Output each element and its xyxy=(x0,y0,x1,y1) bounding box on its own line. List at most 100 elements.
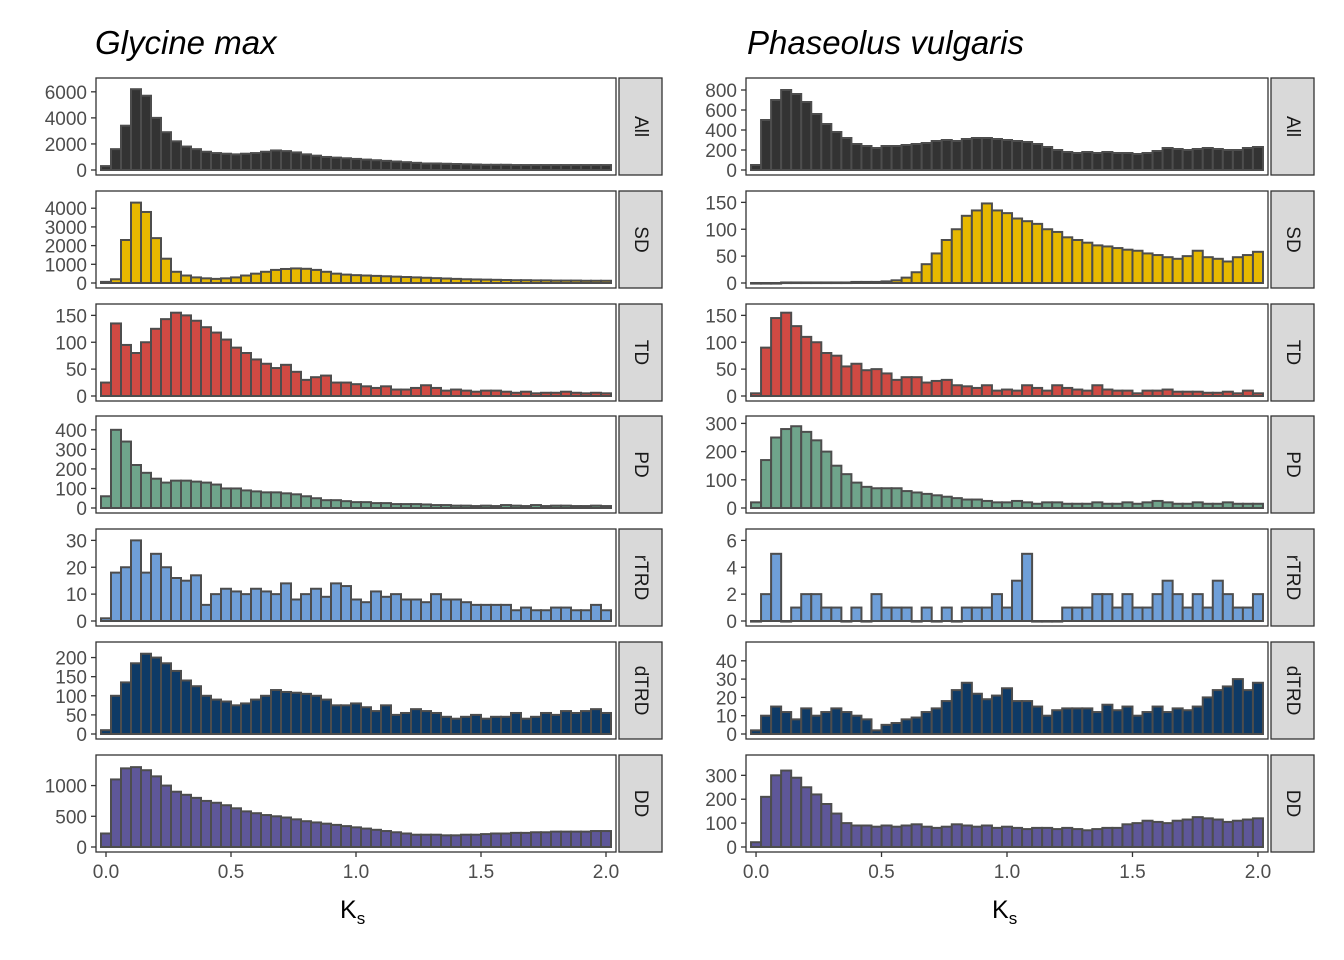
histogram-bar xyxy=(1201,256,1214,285)
facet-strip-label: TD xyxy=(630,340,651,365)
histogram-bar xyxy=(860,369,873,398)
histogram-bar xyxy=(880,487,893,510)
histogram-bar xyxy=(970,137,983,171)
histogram-bar xyxy=(760,119,773,171)
histogram-bar xyxy=(790,325,803,398)
histogram-bar xyxy=(770,282,783,285)
histogram-bar xyxy=(1151,820,1164,848)
y-tick-label: 0 xyxy=(726,387,737,408)
histogram-bar xyxy=(200,150,212,171)
histogram-bar xyxy=(850,362,863,397)
histogram-bar xyxy=(500,603,512,623)
histogram-bar xyxy=(410,503,422,509)
y-tick-label: 200 xyxy=(705,443,737,464)
y-tick-label: 0 xyxy=(76,161,87,182)
histogram-bar xyxy=(1121,823,1134,848)
y-tick-label: 0 xyxy=(726,838,737,859)
histogram-bar xyxy=(1131,502,1144,509)
y-tick-label: 100 xyxy=(705,333,737,354)
histogram-bar xyxy=(430,504,442,510)
histogram-bar xyxy=(360,827,372,849)
histogram-bar xyxy=(910,716,923,736)
histogram-bar xyxy=(550,830,562,849)
histogram-bar xyxy=(180,314,192,398)
histogram-bar xyxy=(960,138,973,171)
histogram-bar xyxy=(420,833,432,849)
histogram-bar xyxy=(250,490,262,510)
histogram-bar xyxy=(380,704,392,736)
histogram-bar xyxy=(230,276,242,285)
histogram-bar xyxy=(1051,501,1064,509)
histogram-bar xyxy=(1091,152,1104,171)
histogram-bar xyxy=(190,685,202,735)
histogram-bar xyxy=(1121,501,1134,509)
phaseolus-panel-td: 0 50 100 150 TD xyxy=(705,303,1315,408)
histogram-bar xyxy=(1091,501,1104,509)
panel-border xyxy=(745,190,1269,289)
histogram-bar xyxy=(440,598,452,622)
facet-strip xyxy=(1270,77,1315,176)
histogram-bar xyxy=(1101,502,1114,509)
histogram-bar xyxy=(840,822,853,848)
histogram-bar xyxy=(100,729,112,735)
histogram-bar xyxy=(320,499,332,509)
histogram-bar xyxy=(970,606,983,622)
histogram-bar xyxy=(550,713,562,736)
histogram-bar xyxy=(440,834,452,849)
histogram-bar xyxy=(180,679,192,735)
histogram-bar xyxy=(410,276,422,285)
panel-border xyxy=(95,77,617,176)
y-tick-label: 4 xyxy=(726,558,737,579)
histogram-bar xyxy=(460,389,472,398)
histogram-bar xyxy=(330,704,342,736)
histogram-bar xyxy=(1111,826,1124,849)
x-tick-label: 2.0 xyxy=(1245,862,1271,883)
glycine-panel-rtrd: 0 10 20 30 rTRD xyxy=(66,528,663,633)
histogram-bar xyxy=(380,502,392,509)
histogram-bar xyxy=(860,485,873,510)
histogram-bar xyxy=(1121,248,1134,284)
facet-strip xyxy=(618,190,663,289)
histogram-bar xyxy=(560,606,572,622)
histogram-bar xyxy=(470,278,482,285)
histogram-bar xyxy=(1111,709,1124,736)
histogram-bar xyxy=(470,390,482,398)
histogram-bar xyxy=(220,587,232,622)
histogram-bar xyxy=(750,164,763,171)
histogram-bar xyxy=(880,606,893,622)
histogram-bar xyxy=(560,830,572,849)
histogram-bar xyxy=(310,497,322,510)
histogram-bar xyxy=(590,279,602,285)
histogram-bar xyxy=(800,430,813,509)
histogram-bar xyxy=(320,698,332,735)
histogram-bar xyxy=(490,278,502,285)
histogram-bar xyxy=(450,504,462,509)
histogram-bar xyxy=(430,277,442,285)
histogram-bar xyxy=(1181,818,1194,849)
histogram-bar xyxy=(930,252,943,285)
histogram-bar xyxy=(990,593,1003,623)
histogram-bar xyxy=(760,593,773,623)
histogram-bar xyxy=(550,504,562,509)
facet-strip-label: All xyxy=(630,116,651,137)
histogram-bar xyxy=(870,593,883,623)
histogram-bar xyxy=(980,698,993,735)
histogram-bar xyxy=(1201,817,1214,849)
histogram-bar xyxy=(370,828,382,848)
histogram-bar xyxy=(310,376,322,398)
phaseolus-panel-rtrd: 0 2 4 6 rTRD xyxy=(726,528,1315,633)
histogram-bar xyxy=(810,593,823,623)
histogram-bar xyxy=(330,156,342,171)
histogram-bar xyxy=(150,775,162,848)
histogram-bar xyxy=(820,123,833,171)
histogram-bar xyxy=(140,341,152,397)
histogram-bar xyxy=(1000,139,1014,171)
histogram-bar xyxy=(110,694,122,736)
histogram-bar xyxy=(940,825,953,849)
histogram-bar xyxy=(970,498,983,510)
histogram-bar xyxy=(270,593,282,623)
histogram-bar xyxy=(410,161,422,172)
histogram-bar xyxy=(440,277,452,285)
histogram-bar xyxy=(100,381,112,397)
